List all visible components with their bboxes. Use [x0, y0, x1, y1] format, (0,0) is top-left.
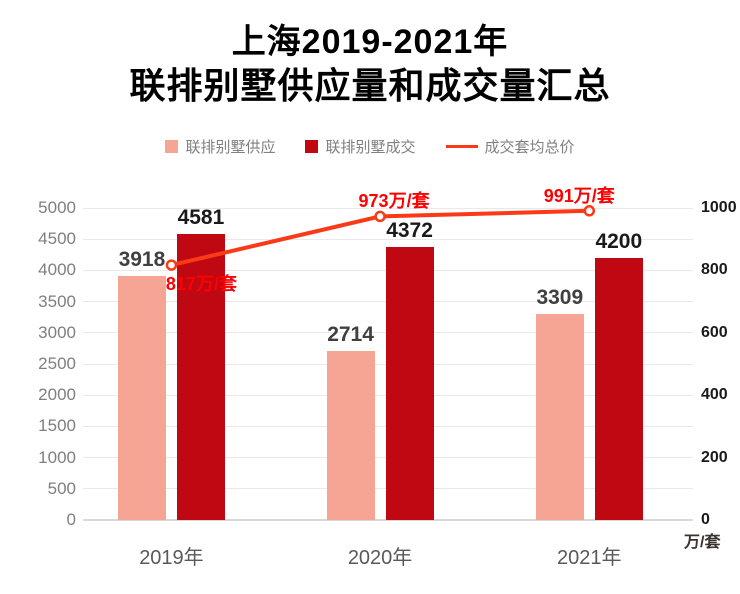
y-axis-tick-left: 4500: [38, 229, 76, 249]
y-axis-tick-left: 1500: [38, 416, 76, 436]
y-axis-tick-left: 500: [47, 478, 76, 498]
gridline: [83, 238, 693, 240]
legend-item-label: 联排别墅成交: [325, 139, 416, 156]
y-axis-tick-left: 2000: [38, 385, 76, 405]
y-axis-tick-right: 200: [701, 448, 728, 466]
legend-item-label: 成交套均总价: [484, 139, 575, 156]
chart-title-line1: 上海2019-2021年: [231, 23, 509, 61]
y-axis-tick-left: 2500: [38, 354, 76, 373]
y-axis-tick-left: 3500: [38, 291, 76, 311]
bar-supply-2019年[interactable]: [117, 275, 166, 520]
bar-supply-2021年[interactable]: [535, 313, 584, 520]
avg-price-label-2020年: 973万/套: [358, 191, 430, 212]
x-axis-label-2019年: 2019年: [139, 547, 204, 569]
legend-item-deal[interactable]: 联排别墅成交: [305, 136, 416, 157]
avg-price-point-2020年[interactable]: [374, 210, 386, 223]
legend-square-swatch-icon: [305, 140, 319, 153]
avg-price-point-2019年[interactable]: [165, 259, 178, 271]
legend-line-marker-icon: [445, 144, 478, 149]
gridline: [83, 207, 693, 209]
x-axis-baseline: [83, 519, 693, 521]
avg-price-point-2021年[interactable]: [583, 205, 596, 217]
legend-square-swatch-icon: [165, 140, 179, 153]
x-axis-label-2021年: 2021年: [557, 547, 622, 569]
bar-value-label-deal: 4372: [386, 219, 433, 243]
bar-deal-2020年[interactable]: [385, 247, 434, 520]
avg-price-label-2019年: 817万/套: [165, 274, 237, 295]
y-axis-tick-left: 1000: [38, 447, 76, 467]
y-axis-tick-right: 400: [701, 386, 728, 404]
bar-deal-2019年[interactable]: [176, 234, 225, 520]
legend-item-supply[interactable]: 联排别墅供应: [165, 136, 275, 157]
bar-supply-2020年[interactable]: [326, 350, 375, 520]
x-axis-label-2020年: 2020年: [347, 547, 413, 569]
bar-value-label-supply: 3309: [536, 285, 584, 309]
bar-value-label-deal: 4581: [177, 206, 225, 230]
y-axis-tick-right: 800: [701, 261, 728, 279]
y-axis-tick-left: 0: [66, 510, 76, 529]
bar-deal-2021年[interactable]: [594, 257, 643, 520]
chart-title-line2: 联排别墅供应量和成交量汇总: [129, 65, 611, 106]
right-axis-unit-label: 万/套: [684, 534, 721, 551]
y-axis-tick-right: 600: [701, 323, 728, 341]
bar-value-label-supply: 3918: [118, 247, 166, 271]
y-axis-tick-left: 5000: [38, 198, 76, 217]
bar-value-label-supply: 2714: [327, 322, 374, 346]
chart-legend: 联排别墅供应 联排别墅成交 成交套均总价: [0, 136, 740, 157]
legend-item-avg-price[interactable]: 成交套均总价: [445, 136, 575, 157]
y-axis-tick-right: 0: [701, 511, 710, 528]
y-axis-tick-left: 4000: [38, 260, 76, 280]
bar-value-label-deal: 4200: [595, 229, 643, 253]
y-axis-tick-left: 3000: [38, 322, 76, 342]
avg-price-label-2021年: 991万/套: [543, 185, 615, 206]
y-axis-tick-right: 1000: [701, 199, 737, 216]
legend-item-label: 联排别墅供应: [185, 139, 276, 156]
